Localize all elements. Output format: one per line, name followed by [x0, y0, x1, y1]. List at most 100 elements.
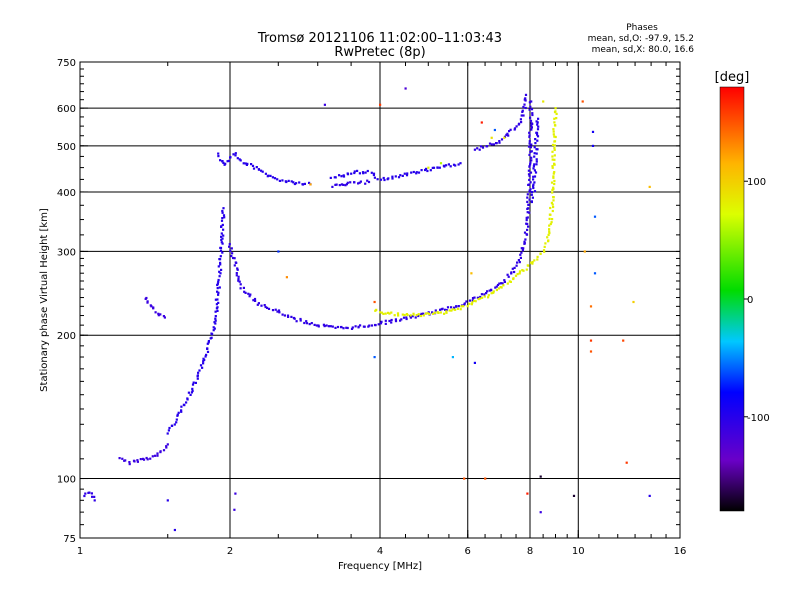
data-point: [218, 286, 221, 289]
data-point: [345, 326, 348, 329]
data-point: [388, 319, 391, 323]
data-point: [452, 163, 456, 166]
data-point: [536, 135, 540, 138]
data-point: [412, 312, 415, 315]
data-point: [292, 181, 295, 184]
data-point: [543, 250, 546, 253]
data-point: [351, 326, 354, 329]
data-point: [445, 310, 448, 313]
data-point: [374, 324, 377, 327]
data-point: [553, 121, 556, 124]
data-point: [553, 158, 556, 161]
data-point: [379, 178, 383, 181]
data-point: [235, 272, 238, 275]
data-point: [526, 228, 529, 231]
data-point: [503, 136, 506, 139]
data-point: [397, 314, 400, 317]
data-point: [533, 169, 536, 172]
data-point: [492, 291, 495, 294]
data-point: [431, 166, 434, 169]
data-point: [523, 231, 527, 234]
data-point: [401, 174, 404, 177]
data-point: [454, 308, 457, 311]
data-point: [530, 124, 533, 127]
data-point: [399, 319, 402, 322]
data-point: [512, 277, 515, 280]
data-point: [217, 301, 220, 304]
data-point: [298, 181, 301, 184]
data-point: [334, 326, 337, 329]
data-point: [346, 173, 350, 176]
data-point: [222, 207, 225, 210]
data-point: [480, 121, 483, 124]
data-point: [530, 261, 533, 264]
data-point: [157, 312, 160, 315]
data-point: [530, 150, 533, 153]
data-point: [537, 117, 540, 120]
data-point: [548, 228, 551, 231]
data-point: [264, 305, 267, 309]
stats-o-line: mean, sd,O: -97.9, 15.2: [588, 34, 694, 44]
data-point: [403, 313, 406, 317]
data-point: [166, 499, 169, 502]
data-point: [516, 261, 519, 264]
data-point: [168, 426, 171, 430]
data-point: [216, 282, 219, 285]
data-point: [182, 403, 185, 406]
data-point: [525, 233, 528, 236]
chart-title: Tromsø 20121106 11:02:00–11:03:43: [257, 31, 502, 46]
data-point: [224, 162, 227, 165]
data-point: [515, 264, 518, 267]
data-point: [487, 296, 490, 299]
data-point: [495, 288, 498, 292]
data-point: [591, 130, 595, 133]
data-point: [487, 294, 490, 297]
data-point: [437, 311, 440, 314]
data-point: [552, 176, 555, 179]
data-point: [185, 401, 188, 404]
data-point: [222, 228, 225, 231]
data-point: [313, 323, 316, 326]
data-point: [523, 103, 526, 106]
data-point: [632, 300, 635, 304]
data-point: [528, 198, 531, 201]
data-point: [442, 164, 445, 167]
data-point: [486, 145, 489, 148]
data-point: [221, 223, 224, 226]
data-point: [506, 282, 509, 285]
data-point: [373, 300, 376, 304]
data-point: [217, 155, 220, 158]
data-point: [214, 319, 217, 322]
data-point: [470, 272, 473, 275]
data-point: [237, 275, 240, 278]
data-point: [445, 309, 448, 312]
data-point: [342, 174, 345, 177]
data-point: [431, 311, 434, 314]
data-point: [457, 305, 460, 308]
data-point: [529, 161, 532, 164]
data-point: [533, 155, 536, 158]
data-point: [231, 252, 234, 255]
data-point: [334, 183, 337, 186]
data-point: [532, 178, 535, 181]
data-point: [554, 107, 557, 110]
data-point: [276, 310, 279, 313]
data-point: [483, 295, 486, 298]
data-point: [527, 169, 530, 172]
data-point: [228, 245, 231, 248]
data-point: [219, 261, 222, 264]
data-point: [244, 162, 247, 165]
data-point: [162, 449, 166, 452]
data-point: [500, 282, 503, 285]
data-point: [255, 166, 258, 169]
data-point: [422, 312, 425, 315]
data-point: [234, 154, 237, 157]
data-point: [150, 305, 153, 308]
data-point: [252, 167, 256, 170]
data-point: [214, 310, 217, 313]
data-point: [535, 160, 538, 163]
data-point: [518, 272, 521, 275]
data-point: [145, 456, 148, 460]
data-point: [390, 321, 393, 324]
data-point: [553, 124, 557, 127]
